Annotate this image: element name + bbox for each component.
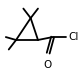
- Text: Cl: Cl: [68, 32, 78, 42]
- Text: O: O: [43, 60, 52, 70]
